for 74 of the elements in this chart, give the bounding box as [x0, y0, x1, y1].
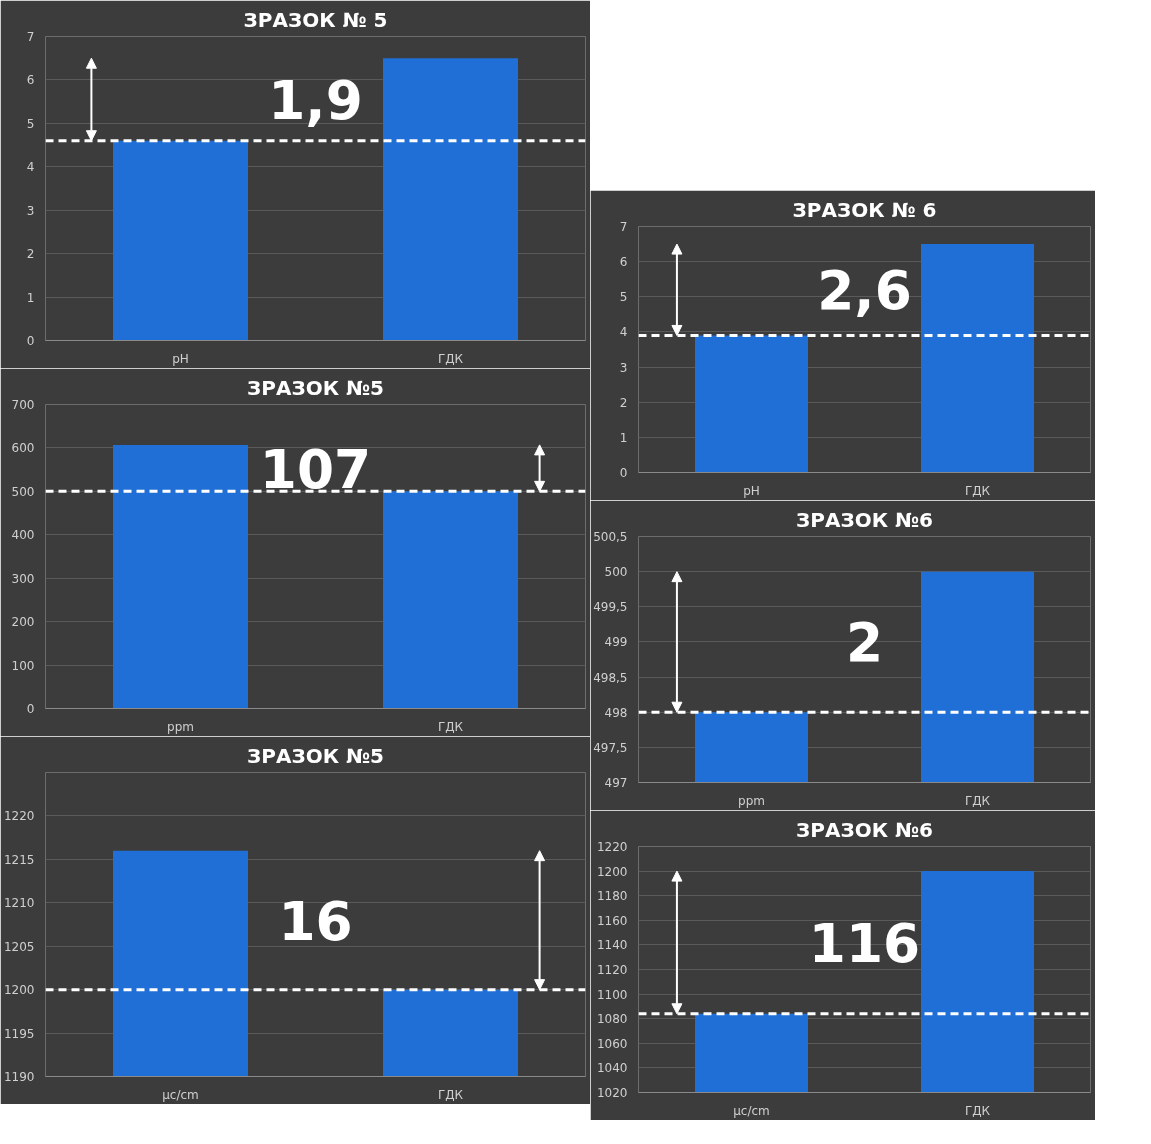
- x-tick-label: ГДК: [437, 719, 464, 734]
- y-tick-label: 5: [619, 290, 628, 305]
- y-tick-label: 1080: [596, 1012, 628, 1027]
- y-tick-label: 1040: [596, 1061, 628, 1076]
- y-tick-label: 1215: [3, 852, 35, 867]
- y-tick-label: 1: [619, 430, 628, 445]
- y-tick-label: 497,5: [593, 740, 628, 755]
- annotation: 16: [278, 889, 353, 953]
- y-tick-label: 0: [26, 702, 35, 716]
- y-tick-label: 499: [604, 635, 628, 650]
- x-tick-label: μc/cm: [162, 1087, 199, 1102]
- y-tick-label: 300: [11, 571, 35, 586]
- y-tick-label: 1200: [3, 983, 35, 998]
- y-tick-label: 1220: [3, 809, 35, 824]
- y-tick-label: 0: [619, 466, 628, 480]
- chart-title: ЗРАЗОК №5: [247, 375, 384, 400]
- chart-title: ЗРАЗОК №6: [796, 507, 933, 532]
- y-tick-label: 1020: [596, 1086, 628, 1100]
- annotation: 2: [845, 611, 884, 675]
- x-tick-label: ppm: [167, 719, 194, 734]
- chart-title: ЗРАЗОК № 5: [243, 7, 388, 32]
- x-tick-label: ГДК: [964, 1103, 991, 1118]
- y-tick-label: 1210: [3, 896, 35, 911]
- x-tick-label: ГДК: [964, 483, 991, 498]
- y-tick-label: 2: [26, 247, 35, 262]
- y-tick-label: 5: [26, 116, 35, 131]
- x-tick-label: pH: [172, 351, 189, 366]
- y-tick-label: 3: [619, 360, 628, 375]
- x-tick-label: ГДК: [437, 1087, 464, 1102]
- y-tick-label: 4: [619, 325, 628, 340]
- y-tick-label: 1195: [3, 1026, 35, 1041]
- y-tick-label: 1200: [596, 864, 628, 879]
- y-tick-label: 600: [11, 441, 35, 456]
- y-tick-label: 500: [11, 484, 35, 499]
- y-tick-label: 6: [619, 255, 628, 270]
- annotation: 107: [259, 437, 372, 501]
- y-tick-label: 4: [26, 160, 35, 175]
- y-tick-label: 1120: [596, 963, 628, 977]
- y-tick-label: 1160: [596, 913, 628, 928]
- y-tick-label: 1: [26, 290, 35, 305]
- y-tick-label: 200: [11, 615, 35, 630]
- chart-title: ЗРАЗОК № 6: [792, 197, 937, 222]
- x-tick-label: ppm: [738, 793, 765, 808]
- chart-title: ЗРАЗОК №6: [796, 817, 933, 842]
- x-tick-label: ГДК: [437, 351, 464, 366]
- annotation: 1,9: [268, 68, 363, 132]
- y-tick-label: 1140: [596, 938, 628, 953]
- y-tick-label: 1100: [596, 987, 628, 1002]
- y-tick-label: 499,5: [593, 600, 628, 615]
- y-tick-label: 700: [11, 398, 35, 412]
- y-tick-label: 1060: [596, 1036, 628, 1051]
- x-tick-label: pH: [743, 483, 760, 498]
- y-tick-label: 3: [26, 203, 35, 218]
- chart-title: ЗРАЗОК №5: [247, 743, 384, 768]
- y-tick-label: 1190: [3, 1070, 35, 1084]
- y-tick-label: 498,5: [593, 670, 628, 685]
- y-tick-label: 7: [619, 220, 628, 234]
- y-tick-label: 2: [619, 395, 628, 410]
- y-tick-label: 1220: [596, 840, 628, 854]
- annotation: 2,6: [817, 259, 912, 323]
- y-tick-label: 0: [26, 334, 35, 348]
- y-tick-label: 1180: [596, 889, 628, 904]
- y-tick-label: 100: [11, 658, 35, 673]
- y-tick-label: 500: [604, 565, 628, 580]
- y-tick-label: 498: [604, 705, 628, 720]
- x-tick-label: μc/cm: [733, 1103, 770, 1118]
- annotation: 116: [808, 911, 921, 975]
- y-tick-label: 400: [11, 528, 35, 543]
- y-tick-label: 1205: [3, 939, 35, 954]
- y-tick-label: 6: [26, 73, 35, 88]
- y-tick-label: 500,5: [593, 530, 628, 544]
- y-tick-label: 497: [604, 776, 628, 790]
- x-tick-label: ГДК: [964, 793, 991, 808]
- y-tick-label: 7: [26, 30, 35, 44]
